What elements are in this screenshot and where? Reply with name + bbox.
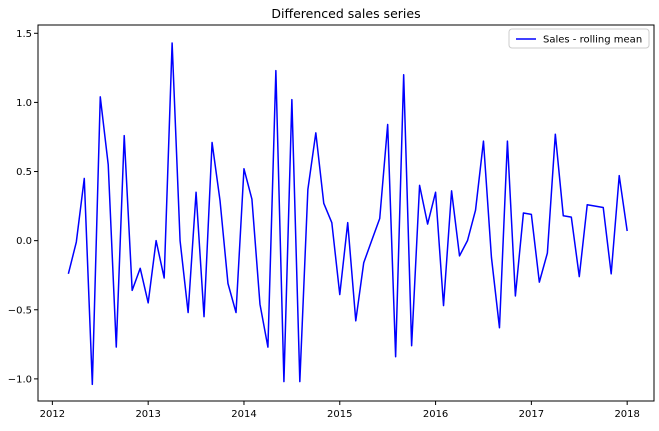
x-tick-label: 2017 bbox=[519, 409, 544, 420]
y-tick-label: 1.5 bbox=[16, 29, 32, 40]
y-tick-label: 1.0 bbox=[16, 98, 32, 109]
y-tick-label: 0.5 bbox=[16, 167, 32, 178]
plot-area bbox=[67, 42, 628, 386]
x-tick-label: 2015 bbox=[327, 409, 352, 420]
x-tick-label: 2013 bbox=[135, 409, 160, 420]
legend-box bbox=[508, 28, 650, 49]
x-tick-label: 2016 bbox=[423, 409, 448, 420]
y-tick-label: −1.0 bbox=[8, 374, 32, 385]
x-axis: 2012 2013 2014 2015 2016 2017 2018 bbox=[40, 401, 640, 420]
x-tick-label: 2018 bbox=[614, 409, 639, 420]
y-tick-label: 0.0 bbox=[16, 236, 32, 247]
legend-label: Sales - rolling mean bbox=[543, 35, 642, 46]
y-axis: −1.0 −0.5 0.0 0.5 1.0 1.5 bbox=[8, 29, 38, 385]
series-line bbox=[67, 42, 628, 386]
x-tick-label: 2014 bbox=[231, 409, 256, 420]
plot-frame bbox=[37, 24, 655, 402]
chart-title: Differenced sales series bbox=[271, 6, 420, 21]
y-tick-label: −0.5 bbox=[8, 305, 32, 316]
x-tick-label: 2012 bbox=[40, 409, 65, 420]
legend: Sales - rolling mean bbox=[508, 28, 650, 49]
